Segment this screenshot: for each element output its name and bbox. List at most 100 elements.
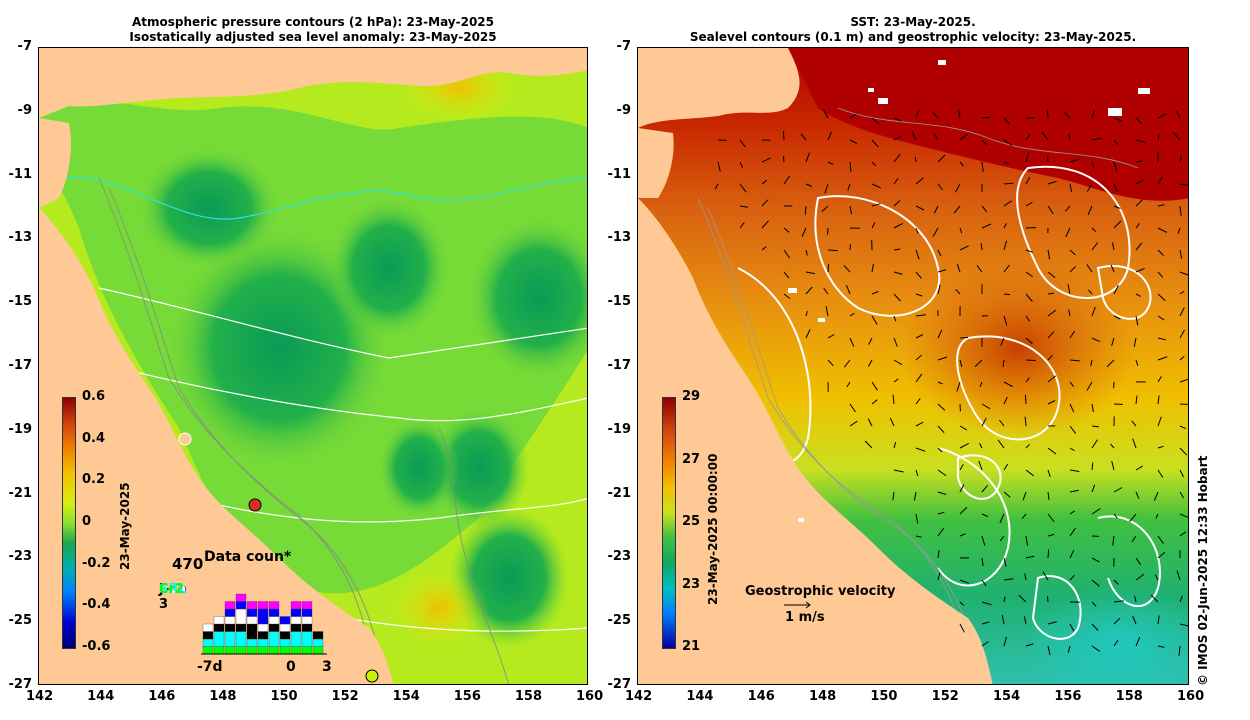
bathymetry-line-1: [98, 177, 370, 649]
velocity-arrow: [937, 425, 945, 434]
left-cb-ticks-3: 0: [82, 514, 92, 529]
left-cb-ticks-5: -0.4: [82, 597, 111, 613]
left-y-tick--19: -19: [8, 421, 33, 437]
velocity-arrow: [1157, 293, 1166, 302]
velocity-arrow: [937, 469, 947, 477]
velocity-arrow: [1135, 117, 1143, 125]
count-bar-segment: [246, 616, 258, 625]
velocity-arrow: [1157, 376, 1162, 383]
velocity-arrow: [937, 249, 942, 257]
velocity-arrow: [1113, 513, 1118, 519]
right-x-tick-154: 154: [993, 689, 1021, 704]
sst-colorbar: [662, 397, 676, 649]
count-bar-segment: [279, 638, 291, 647]
left-y-tick--21: -21: [8, 485, 33, 501]
velocity-arrow: [981, 641, 989, 647]
right-x-tick-146: 146: [747, 689, 775, 704]
velocity-arrow: [1063, 111, 1071, 119]
left-y-tick--11: -11: [8, 166, 33, 182]
left-y-tick--15: -15: [8, 294, 33, 310]
velocity-arrow: [801, 227, 807, 238]
cloud-speck-4: [938, 60, 946, 65]
velocity-arrow: [714, 183, 719, 190]
velocity-arrow: [849, 139, 858, 144]
count-bar-segment: [202, 638, 214, 647]
count-bar-segment: [312, 631, 324, 640]
velocity-arrow: [1069, 359, 1080, 362]
velocity-arrow: [1024, 616, 1027, 625]
count-bar-segment: [213, 631, 225, 647]
velocity-arrow: [1135, 242, 1143, 251]
left-cb-ticks-6: -0.6: [82, 639, 111, 654]
velocity-arrow: [915, 205, 925, 211]
velocity-arrow: [1091, 109, 1095, 119]
right-x-tick-152: 152: [931, 689, 959, 704]
velocity-arrow: [999, 419, 1005, 427]
right-title-line2: Sealevel contours (0.1 m) and geostrophi…: [689, 30, 1137, 44]
velocity-arrow: [893, 200, 901, 207]
velocity-arrow: [1135, 636, 1141, 647]
right-x-tick-144: 144: [686, 689, 714, 704]
velocity-arrow: [959, 425, 968, 431]
count-bar-segment: [257, 601, 269, 610]
velocity-arrow: [1157, 271, 1164, 278]
velocity-arrow: [1132, 438, 1137, 449]
velocity-arrow: [849, 337, 855, 347]
velocity-arrow: [893, 153, 901, 163]
velocity-arrow: [739, 161, 744, 169]
velocity-arrow: [1157, 551, 1166, 559]
sealevel-contour-1: [814, 195, 941, 317]
sla-low-southeast: [429, 408, 529, 528]
velocity-arrow: [981, 621, 990, 625]
velocity-arrow: [827, 359, 834, 367]
velocity-arrow: [981, 484, 988, 493]
velocity-arrow: [1154, 574, 1159, 581]
right-y-tick--11: -11: [607, 166, 632, 182]
velocity-arrow: [805, 249, 808, 256]
sla-colorbar: [62, 397, 76, 649]
velocity-arrow: [892, 394, 895, 405]
velocity-arrow: [893, 136, 902, 141]
velocity-arrow: [1003, 463, 1009, 471]
velocity-arrow: [981, 403, 991, 410]
velocity-arrow: [1134, 595, 1137, 603]
sealevel-contour-7: [1031, 575, 1082, 640]
right-cb-ticks-4: 21: [682, 639, 701, 654]
velocity-arrow: [1068, 133, 1071, 141]
velocity-arrow: [981, 139, 988, 146]
velocity-arrow: [1179, 425, 1187, 430]
velocity-arrow: [1047, 309, 1057, 317]
satellite-s3b: S3b: [159, 582, 187, 597]
count-bar-segment: [290, 646, 302, 655]
velocity-arrow: [846, 381, 851, 388]
velocity-arrow: [1157, 395, 1160, 405]
velocity-arrow: [893, 117, 902, 122]
velocity-arrow: [915, 373, 923, 383]
velocity-arrow: [959, 442, 970, 449]
satellite-s6a: S6a: [159, 582, 187, 597]
velocity-arrow: [804, 205, 807, 215]
cloud-speck-5: [788, 288, 797, 293]
velocity-arrow: [937, 447, 943, 453]
sst-bathymetry-line-2: [707, 207, 979, 669]
velocity-arrow: [959, 533, 966, 537]
velocity-arrow: [1157, 176, 1163, 185]
velocity-arrow: [1173, 132, 1181, 141]
velocity-arrow: [1069, 489, 1079, 493]
count-bar-segment: [246, 638, 258, 647]
velocity-arrow: [1025, 201, 1033, 207]
velocity-arrow: [1047, 331, 1055, 339]
count-bar-segment: [268, 623, 280, 632]
velocity-arrow: [1132, 615, 1137, 625]
velocity-arrow: [823, 287, 829, 295]
velocity-arrow: [1086, 183, 1093, 192]
velocity-arrow: [1178, 645, 1181, 656]
land-cape-york: [39, 118, 71, 208]
velocity-arrow: [1135, 160, 1143, 163]
velocity-arrow: [959, 579, 970, 584]
velocity-arrow: [1069, 447, 1075, 452]
velocity-arrow: [937, 154, 946, 163]
velocity-arrow: [1091, 439, 1098, 449]
count-bar-segment: [301, 623, 313, 632]
velocity-arrow: [1157, 337, 1166, 341]
